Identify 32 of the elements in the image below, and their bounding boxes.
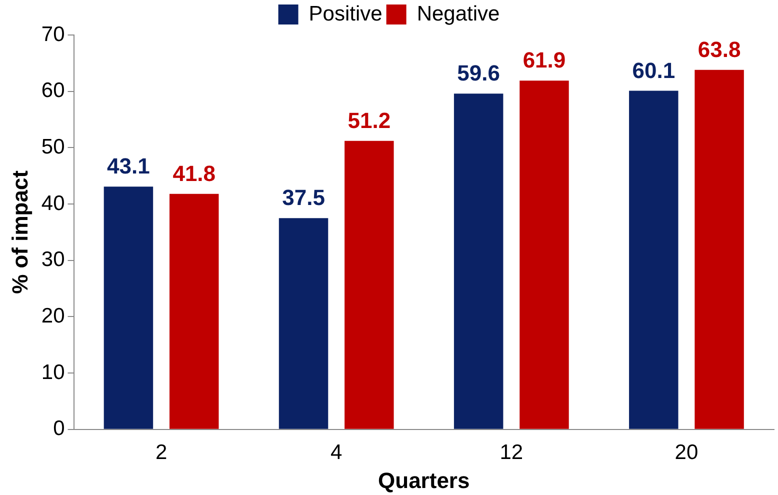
bar (169, 194, 219, 429)
y-tick-label: 50 (41, 135, 65, 158)
x-tick-label: 4 (330, 440, 343, 464)
legend-label: Positive (308, 2, 382, 26)
legend-label: Negative (416, 2, 500, 26)
data-label: 63.8 (698, 36, 741, 62)
bar (278, 218, 328, 429)
y-axis-title: % of impact (7, 170, 32, 294)
data-label: 60.1 (632, 58, 676, 83)
data-label: 37.5 (282, 185, 325, 210)
y-tick-label: 10 (41, 360, 65, 384)
bar (104, 186, 154, 429)
x-tick-label: 20 (674, 440, 698, 464)
x-tick-label: 12 (500, 440, 524, 464)
y-tick-label: 30 (41, 248, 65, 272)
y-tick-label: 40 (41, 192, 65, 215)
y-tick-label: 60 (41, 79, 65, 102)
data-label: 41.8 (172, 160, 216, 186)
y-tick-label: 0 (53, 417, 65, 440)
x-tick-label: 2 (155, 440, 168, 464)
data-label: 51.2 (348, 108, 391, 133)
data-label: 59.6 (457, 60, 500, 86)
data-label: 61.9 (522, 48, 566, 73)
bar (344, 140, 394, 429)
x-axis-title: Quarters (378, 468, 470, 493)
y-tick-label: 70 (41, 22, 65, 46)
bar (629, 90, 678, 429)
bar (694, 70, 744, 429)
bar (454, 94, 504, 429)
bar (520, 80, 569, 429)
data-label: 43.1 (107, 154, 150, 179)
y-tick-label: 20 (41, 304, 65, 328)
